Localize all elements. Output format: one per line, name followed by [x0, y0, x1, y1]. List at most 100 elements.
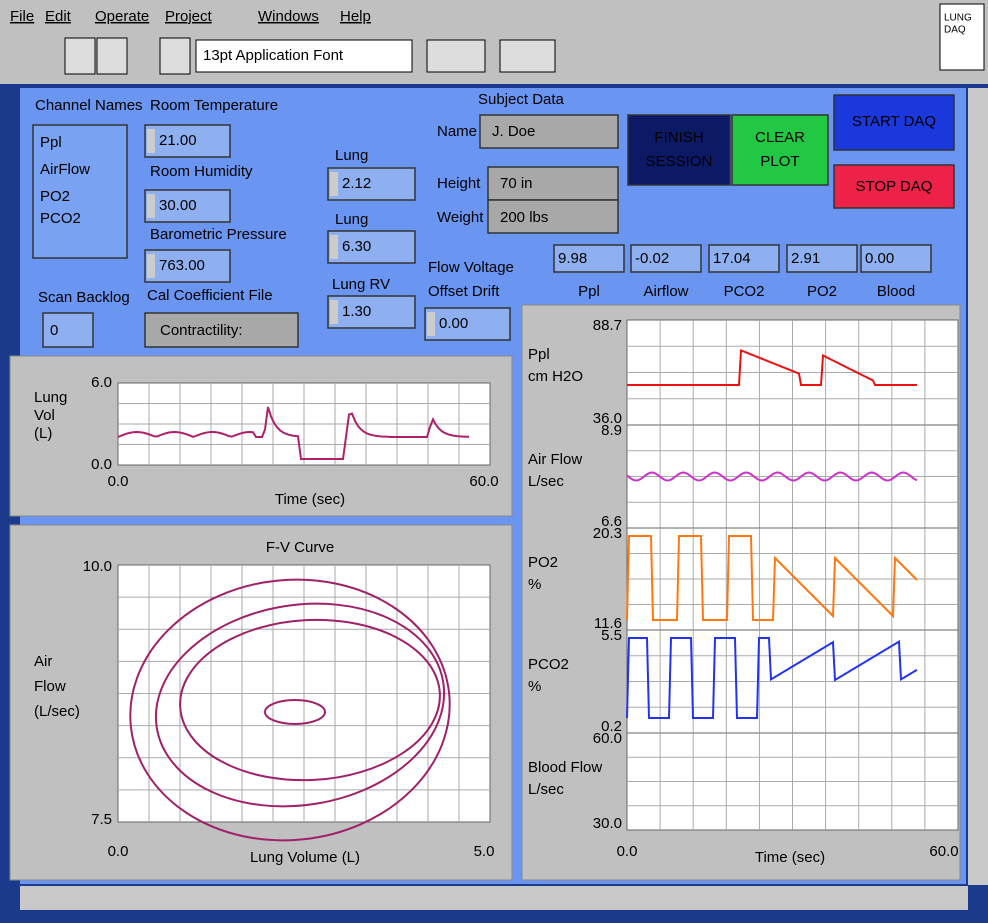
button-text: STOP DAQ — [856, 178, 933, 195]
readout-value: -0.02 — [635, 250, 669, 267]
menu-item: Project — [165, 8, 213, 25]
pause-button[interactable] — [159, 37, 191, 75]
strip-label: L/sec — [528, 473, 564, 490]
toolbar-font: 13pt Application Font — [203, 47, 344, 64]
x-axis-label: Time (sec) — [275, 491, 345, 508]
v-scrollbar[interactable] — [968, 88, 988, 885]
spinner — [147, 194, 155, 218]
strip-label: Air Flow — [528, 451, 582, 468]
strip-max: 20.3 — [593, 525, 622, 542]
finish-button[interactable] — [627, 114, 731, 186]
label: Offset Drift — [428, 283, 500, 300]
strip-label: % — [528, 678, 541, 695]
strip-max: 8.9 — [601, 422, 622, 439]
align-dropdown[interactable] — [426, 39, 486, 73]
channel-item: Ppl — [40, 134, 62, 151]
room-temp-value: 21.00 — [159, 132, 197, 149]
strip-label: Blood Flow — [528, 759, 602, 776]
fv-loop — [129, 578, 451, 842]
clear-button[interactable] — [731, 114, 829, 186]
start-button[interactable] — [833, 94, 955, 151]
readout — [708, 244, 780, 273]
scan-backlog[interactable] — [42, 312, 94, 348]
strip-min: 36.0 — [593, 410, 622, 427]
spinner — [330, 172, 338, 196]
run-continuous-button[interactable] — [96, 37, 128, 75]
barometric[interactable] — [144, 249, 231, 283]
menu-item: Windows — [258, 8, 319, 25]
h-scrollbar[interactable] — [20, 886, 968, 910]
label: Subject Data — [478, 91, 565, 108]
room-temp[interactable] — [144, 124, 231, 158]
strip-min: 0.2 — [601, 718, 622, 735]
readout-value: 17.04 — [713, 250, 751, 267]
fv-loop — [264, 699, 326, 725]
y-tick-label: 0.0 — [91, 456, 112, 473]
y-axis-label: (L/sec) — [34, 703, 80, 720]
button-text: CLEAR — [755, 129, 805, 146]
channel-item: AirFlow — [40, 161, 90, 178]
run-button[interactable] — [64, 37, 96, 75]
weight-field[interactable] — [487, 199, 619, 234]
distribute-dropdown[interactable] — [499, 39, 556, 73]
room-humidity[interactable] — [144, 189, 231, 223]
field: 200 lbs — [500, 209, 548, 226]
lung-1-value: 2.12 — [342, 175, 371, 192]
lung-1[interactable] — [327, 167, 416, 201]
button-text: FINISH — [654, 129, 703, 146]
label: Cal Coefficient File — [147, 287, 273, 304]
channel-item: PCO2 — [40, 210, 81, 227]
strip-label: % — [528, 576, 541, 593]
spinner — [330, 235, 338, 259]
font-dropdown[interactable] — [195, 39, 413, 73]
scan-value: 0 — [50, 322, 58, 339]
fv-loop — [179, 618, 441, 782]
lung-rv[interactable] — [327, 295, 416, 329]
y-axis-label: Vol — [34, 407, 55, 424]
flow-offset[interactable] — [424, 307, 511, 341]
y-axis-label: Lung — [34, 389, 67, 406]
logo-text: DAQ — [944, 25, 966, 36]
y-axis-label: (L) — [34, 425, 52, 442]
label: Flow Voltage — [428, 259, 514, 276]
y-axis-label: Air — [34, 653, 52, 670]
logo — [939, 3, 985, 71]
readout — [630, 244, 702, 273]
strip-min: 6.6 — [601, 513, 622, 530]
name-field[interactable] — [479, 114, 619, 149]
lung-rv-value: 1.30 — [342, 303, 371, 320]
spinner — [147, 254, 155, 278]
spinner — [330, 300, 338, 324]
lung-vol-trace — [117, 406, 470, 460]
readout-value: 9.98 — [558, 250, 587, 267]
menu-item: Help — [340, 8, 371, 25]
menu-item: Operate — [95, 8, 149, 25]
y-tick-label: 6.0 — [91, 374, 112, 391]
room-humidity-value: 30.00 — [159, 197, 197, 214]
label: Room Humidity — [150, 163, 253, 180]
x-tick-label: 60.0 — [469, 473, 498, 490]
channel-list[interactable] — [32, 124, 128, 259]
strip-max: 60.0 — [593, 730, 622, 747]
label: Lung RV — [332, 276, 390, 293]
y-tick-label: 7.5 — [91, 811, 112, 828]
x-tick-label: 60.0 — [929, 843, 958, 860]
menu-item: Edit — [45, 8, 72, 25]
x-axis-label: Lung Volume (L) — [250, 849, 360, 866]
height-field[interactable] — [487, 166, 619, 201]
cal-file[interactable] — [144, 312, 299, 348]
strip-trace — [627, 348, 917, 386]
x-tick-label: 0.0 — [108, 843, 129, 860]
strip-label: L/sec — [528, 781, 564, 798]
x-tick-label: 0.0 — [617, 843, 638, 860]
strip-max: 88.7 — [593, 317, 622, 334]
menu-item: File — [10, 8, 34, 25]
label: Lung — [335, 211, 368, 228]
readout-label: Blood — [877, 283, 915, 300]
field: 70 in — [500, 175, 533, 192]
readout-label: Airflow — [643, 283, 688, 300]
lung-2[interactable] — [327, 230, 416, 264]
stop-button[interactable] — [833, 164, 955, 209]
